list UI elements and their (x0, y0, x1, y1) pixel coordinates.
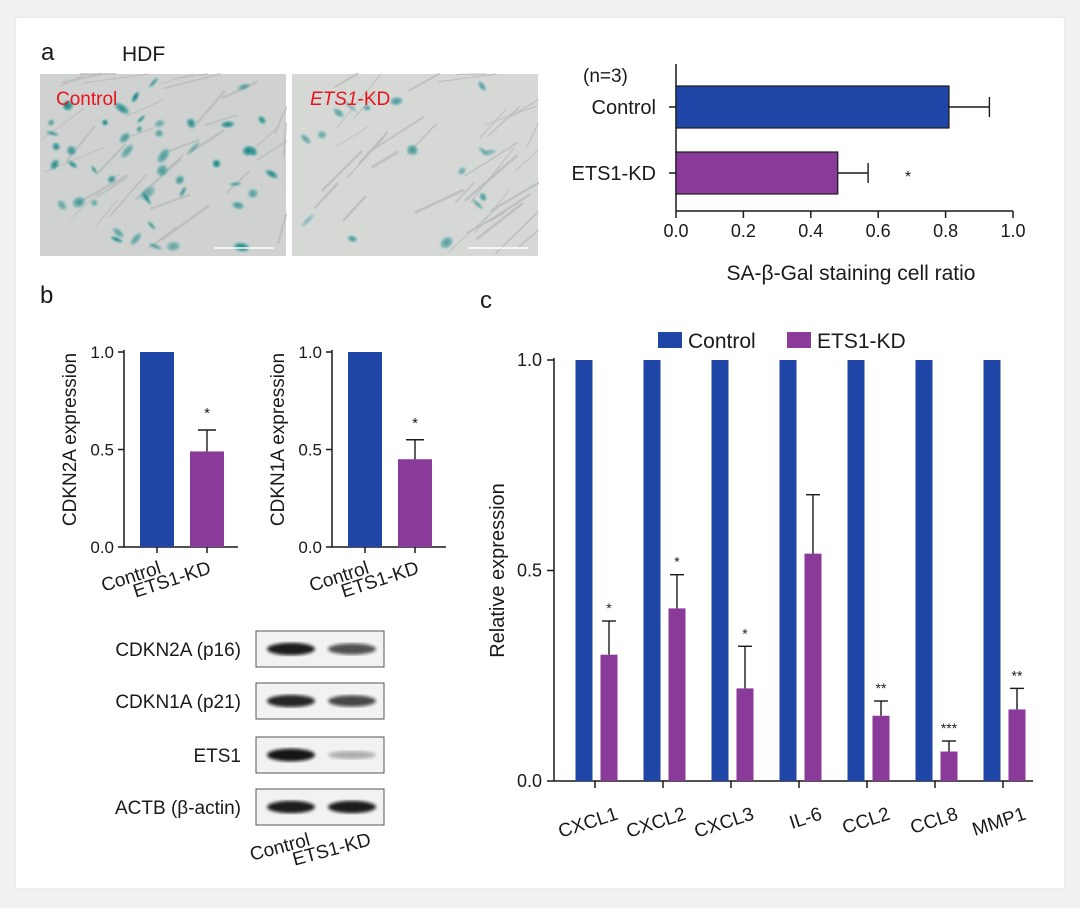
bar-ets1-kd-ccl2 (872, 715, 890, 781)
significance-marker: * (742, 625, 748, 641)
legend-swatch-ets1-kd (787, 332, 811, 348)
x-tick-label: CCL2 (840, 804, 893, 839)
significance-marker: * (204, 405, 210, 422)
blot-row-label: CDKN1A (p21) (115, 692, 241, 713)
bar-ets1-kd-mmp1 (1008, 709, 1026, 781)
cell-line-label: HDF (122, 43, 165, 66)
relative-expression-chart: Control ETS1-KD 0.0 0.5 1.0 Relative expressi… (487, 330, 1033, 843)
significance-marker: * (905, 169, 911, 186)
bar-ets1-kd (675, 151, 839, 195)
micrograph-control-label: Control (56, 89, 117, 110)
bar-ets1-kd (190, 451, 224, 547)
x-tick-label: 0.8 (933, 221, 958, 241)
y-tick-label: 0.0 (517, 771, 542, 791)
x-tick-label: CXCL2 (624, 804, 689, 843)
x-tick-label: 0.0 (663, 221, 688, 241)
y-tick-label: 0.0 (90, 538, 114, 557)
x-tick-label: 0.6 (866, 221, 891, 241)
bar-ets1-kd-cxcl1 (600, 654, 618, 781)
x-tick-label: IL-6 (787, 804, 825, 834)
legend-label: Control (688, 330, 756, 353)
micrograph-kd-suffix: -KD (358, 89, 391, 110)
blot-band (328, 643, 376, 655)
figure: a b c HDF Control ETS1-KD (n=3) Control ET… (16, 18, 1064, 888)
significance-marker: ** (876, 680, 887, 696)
blot-band (328, 750, 376, 760)
micrograph-control: Control (40, 72, 288, 256)
x-tick-label: CXCL3 (692, 804, 757, 843)
sample-size-annotation: (n=3) (583, 66, 628, 87)
bar-control-ccl8 (915, 360, 933, 781)
bar-ets1-kd-cxcl3 (736, 688, 754, 781)
y-tick-label: 0.0 (298, 538, 322, 557)
micrograph-ets1-gene: ETS1 (310, 89, 358, 110)
bar-control (348, 352, 382, 547)
legend-swatch-control (658, 332, 682, 348)
panel-label-a: a (41, 39, 55, 66)
bar-control-cxcl2 (643, 360, 661, 781)
panel-label-b: b (40, 282, 53, 309)
blot-row-label: CDKN2A (p16) (115, 640, 241, 661)
bar-ets1-kd (398, 459, 432, 547)
blot-band (267, 694, 315, 708)
figure-canvas: a b c HDF Control ETS1-KD (n=3)ControlET… (40, 39, 1033, 871)
category-label: Control (592, 97, 656, 119)
bar-control-ccl2 (847, 360, 865, 781)
blot-band (328, 800, 376, 814)
blot-band (267, 748, 315, 762)
y-axis-title: Relative expression (487, 483, 509, 658)
legend: Control ETS1-KD (658, 330, 906, 353)
x-tick-label: 0.4 (798, 221, 823, 241)
x-tick-label: CCL8 (908, 804, 961, 839)
x-axis-title: SA-β-Gal staining cell ratio (726, 262, 975, 285)
bar-ets1-kd-il-6 (804, 553, 822, 781)
significance-marker: ** (1012, 667, 1023, 683)
panel-label-c: c (480, 287, 492, 314)
blot-band (267, 642, 315, 656)
y-tick-label: 0.5 (298, 441, 322, 460)
bar-control-mmp1 (983, 360, 1001, 781)
blot-band (328, 695, 376, 707)
blot-band (267, 800, 315, 814)
bar-ets1-kd-ccl8 (940, 751, 958, 781)
blot-row-label: ETS1 (193, 746, 241, 767)
category-label: ETS1-KD (572, 163, 656, 185)
x-tick-label: 1.0 (1000, 221, 1025, 241)
bar-control-il-6 (779, 360, 797, 781)
bar-control (675, 85, 950, 129)
sa-beta-gal-chart: (n=3) Control ETS1-KD * 0.0 0.2 0.4 0.6 0.8 1.0 SA… (572, 64, 1026, 285)
x-tick-label: CXCL1 (556, 804, 621, 843)
y-axis-title: CDKN2A expression (60, 353, 81, 526)
bar-control-cxcl1 (575, 360, 593, 781)
bar-ets1-kd-cxcl2 (668, 608, 686, 781)
bar-control-cxcl3 (711, 360, 729, 781)
significance-marker: * (674, 554, 680, 570)
legend-label: ETS1-KD (817, 330, 906, 353)
y-tick-label: 1.0 (517, 350, 542, 370)
blot-row-label: ACTB (β-actin) (115, 798, 241, 819)
bar-control (140, 352, 174, 547)
y-tick-label: 0.5 (90, 441, 114, 460)
y-axis-title: CDKN1A expression (268, 353, 289, 526)
micrograph-ets1-kd-label: ETS1-KD (310, 89, 390, 110)
significance-marker: * (606, 600, 612, 616)
significance-marker: *** (941, 720, 958, 736)
significance-marker: * (412, 415, 418, 432)
y-tick-label: 1.0 (298, 343, 322, 362)
x-tick-label: 0.2 (731, 221, 756, 241)
micrograph-ets1-kd: ETS1-KD (292, 72, 540, 256)
western-blot: CDKN2A (p16) CDKN1A (p21) ETS1 ACTB (β-acti… (115, 630, 385, 871)
y-tick-label: 1.0 (90, 343, 114, 362)
x-tick-label: MMP1 (970, 804, 1029, 841)
y-tick-label: 0.5 (517, 561, 542, 581)
